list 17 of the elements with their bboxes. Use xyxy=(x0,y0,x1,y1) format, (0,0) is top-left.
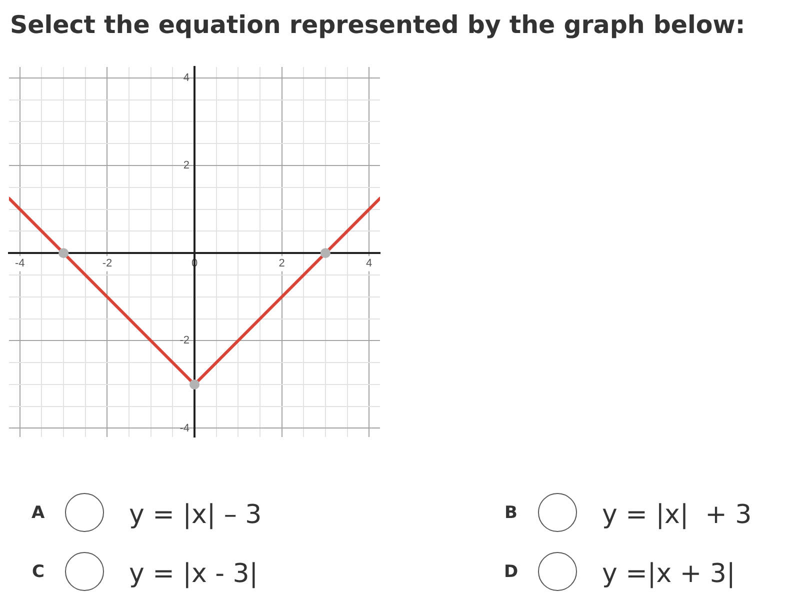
y-tick-label: 2 xyxy=(183,160,190,172)
y-tick-label: -2 xyxy=(180,334,190,347)
text: C xyxy=(32,562,44,582)
text: y =|x + 3| xyxy=(602,558,736,590)
y-tick-label: -4 xyxy=(180,422,190,434)
x-tick-label: 4 xyxy=(366,258,372,270)
text: B xyxy=(504,502,518,522)
x-tick-label: 2 xyxy=(278,258,285,270)
text: A xyxy=(32,502,45,522)
text: y = |x - 3| xyxy=(129,558,258,590)
text: y = |x| + 3 xyxy=(602,498,752,530)
y-tick-label: 4 xyxy=(183,72,190,84)
x-tick-label: -4 xyxy=(15,258,25,270)
text: D xyxy=(504,562,518,582)
text: y = |x| – 3 xyxy=(129,498,262,530)
x-tick-label: -2 xyxy=(102,258,112,270)
chart-title: Select the equation represented by the graph below: xyxy=(10,10,746,40)
